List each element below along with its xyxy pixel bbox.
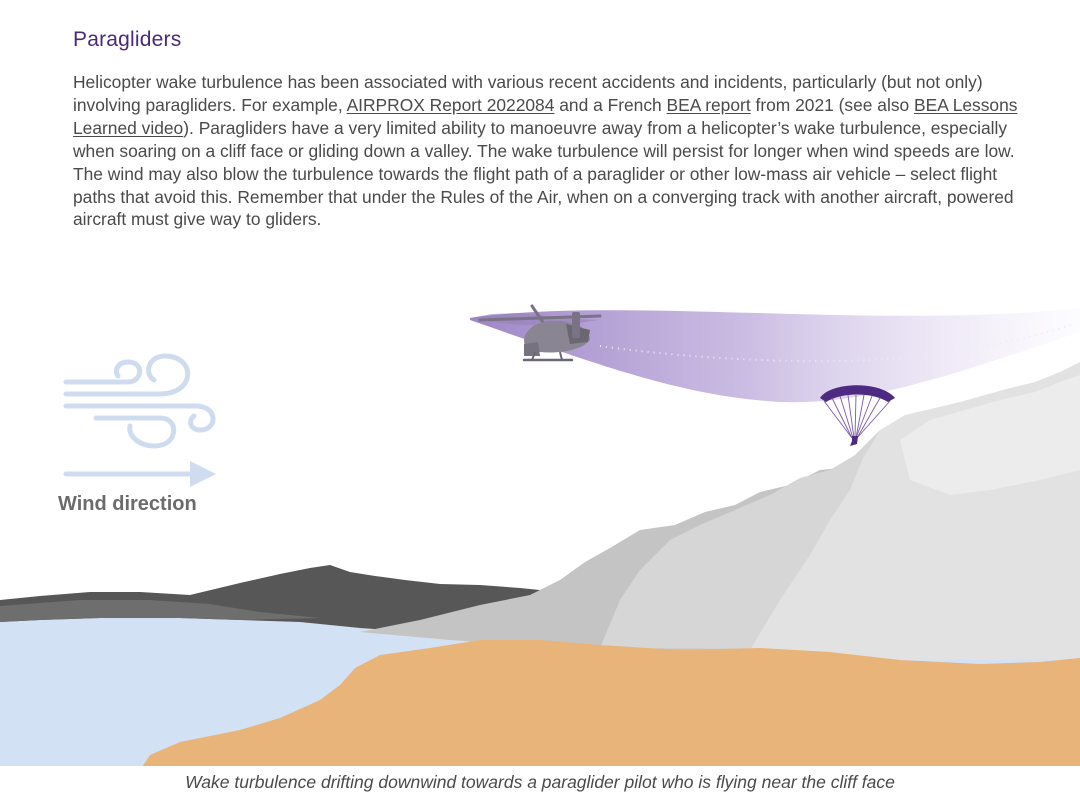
bea-video-link[interactable]: BEA Lessons Learned video [73,94,1018,138]
helicopter-icon [470,304,602,362]
wind-direction-label: Wind direction [58,493,197,515]
section-title: Paragliders [73,28,182,51]
body-text-3: from 2021 (see also [750,94,915,115]
paraglider-icon [820,385,895,446]
caption-bar [0,766,1080,798]
cliff-top-light [900,375,1080,495]
body-text-4: ). Paragliders have a very limited abili… [73,117,1015,230]
body-paragraph: Helicopter wake turbulence has been asso… [73,71,1033,231]
wind-gust-icon [63,353,216,449]
airprox-report-link[interactable]: AIRPROX Report 2022084 [346,94,555,115]
body-text-1: Helicopter wake turbulence has been asso… [73,72,983,115]
beach [140,640,1080,770]
wind-arrow-icon [63,461,216,487]
wake-turbulence-trail [470,308,1080,403]
figure-caption: Wake turbulence drifting downwind toward… [185,772,895,792]
bea-report-link[interactable]: BEA report [666,94,751,115]
hills-shade [0,600,320,622]
body-text-2: and a French [554,94,667,115]
